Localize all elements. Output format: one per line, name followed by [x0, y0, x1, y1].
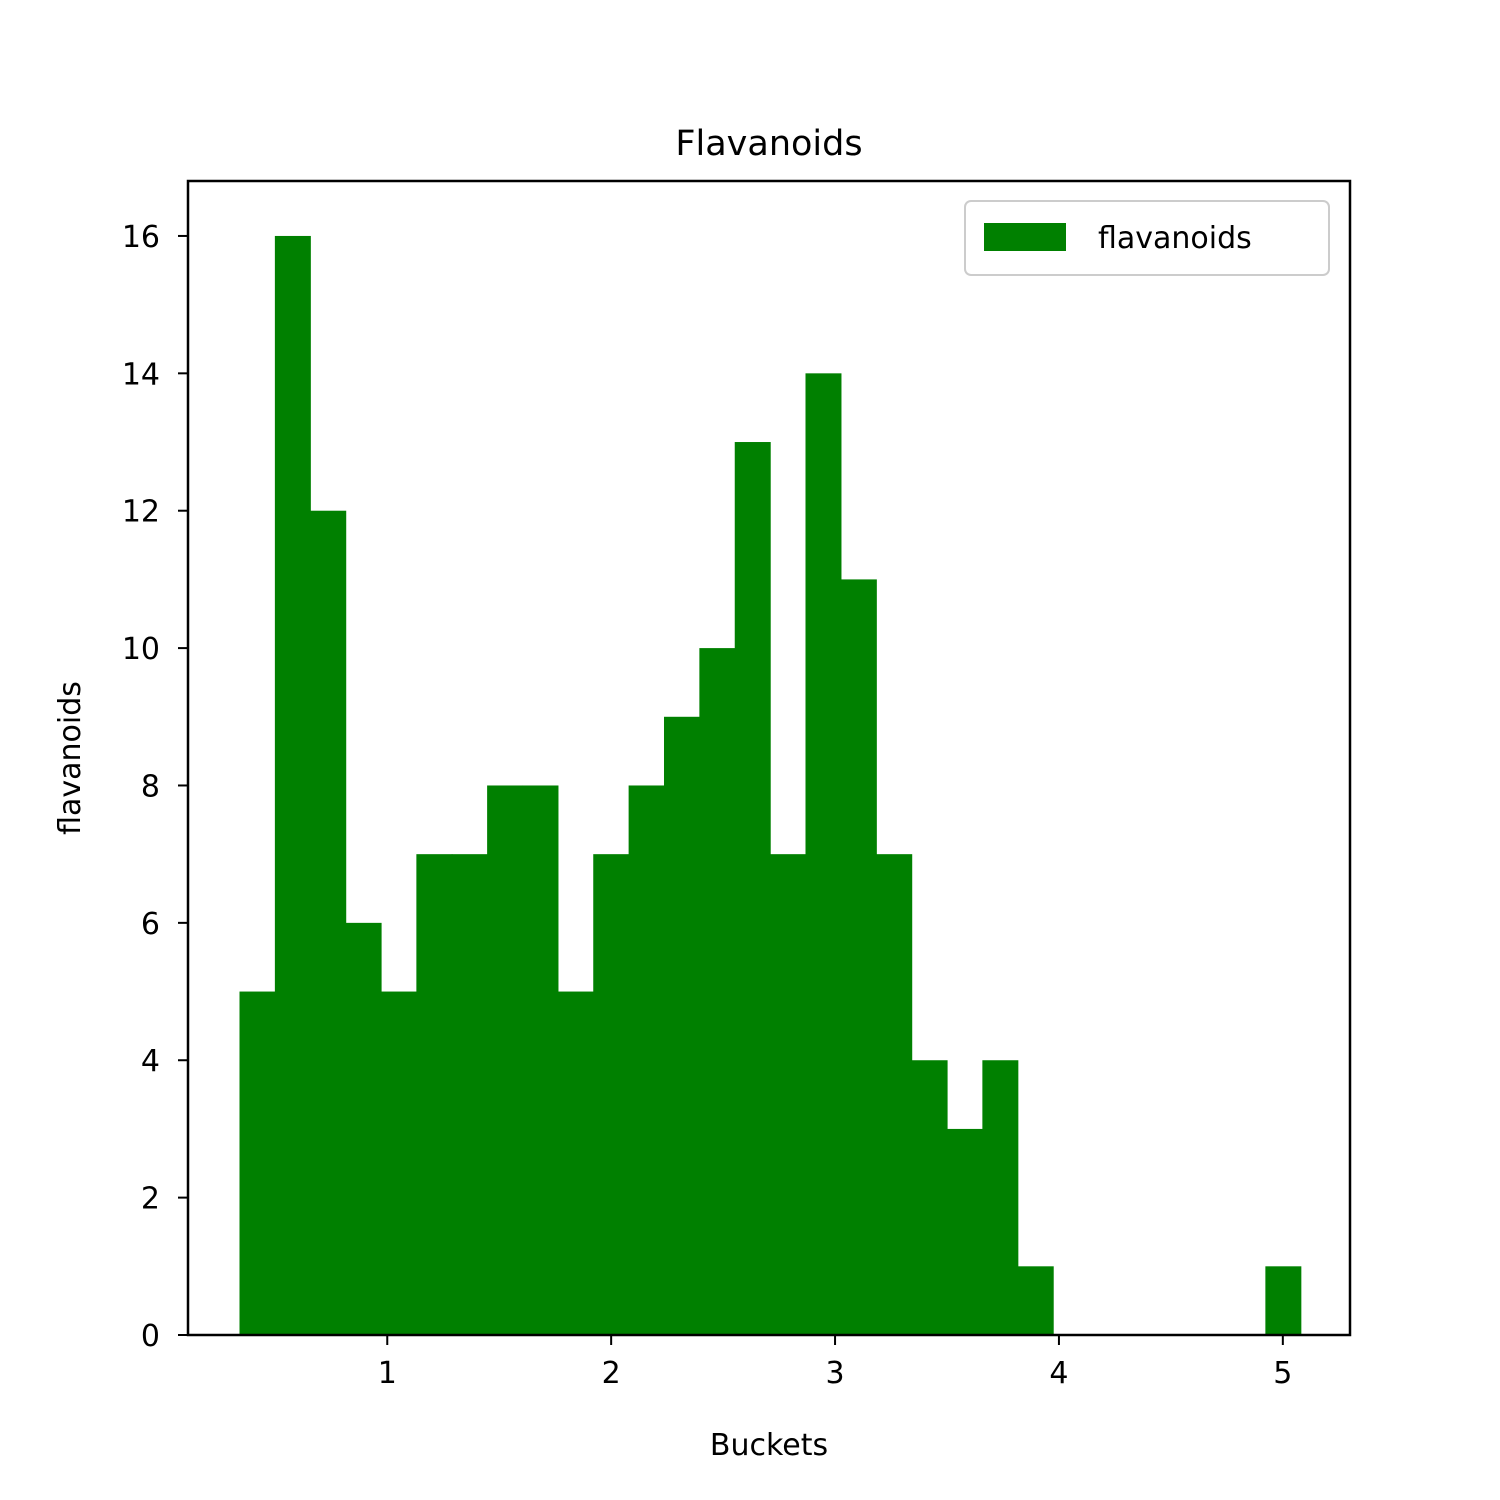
histogram-bar	[628, 785, 665, 1335]
y-tick-label: 0	[141, 1319, 160, 1354]
y-axis-label: flavanoids	[53, 681, 88, 835]
y-tick-label: 6	[141, 907, 160, 942]
histogram-bar	[911, 1060, 948, 1335]
x-tick-label: 5	[1273, 1356, 1292, 1391]
histogram-bar	[239, 991, 276, 1335]
legend-swatch	[984, 223, 1066, 251]
legend: flavanoids	[964, 200, 1330, 276]
plot-frame	[186, 179, 1352, 1337]
x-axis-label: Buckets	[710, 1428, 828, 1463]
histogram-bar	[699, 648, 736, 1335]
histogram-bar	[380, 991, 417, 1335]
bars-group	[239, 235, 1302, 1335]
x-tick-label: 1	[378, 1356, 397, 1391]
histogram-bar	[876, 854, 913, 1335]
y-tick-label: 16	[122, 220, 160, 255]
histogram-bar	[1017, 1266, 1054, 1335]
y-tick-label: 12	[122, 495, 160, 530]
histogram-bar	[770, 854, 807, 1335]
y-tick-label: 4	[141, 1044, 160, 1079]
legend-box	[964, 200, 1330, 276]
histogram-bar	[451, 854, 488, 1335]
histogram-bar	[487, 785, 524, 1335]
histogram-bar	[557, 991, 594, 1335]
chart-title: Flavanoids	[675, 124, 862, 164]
y-axis-ticks: 0 2 4 6 8 10 12 14 16	[122, 220, 188, 1354]
histogram-bar	[522, 785, 559, 1335]
histogram-bar	[805, 373, 842, 1335]
histogram-bar	[310, 510, 347, 1335]
x-tick-label: 4	[1049, 1356, 1068, 1391]
histogram-bar	[734, 442, 771, 1335]
y-tick-label: 10	[122, 632, 160, 667]
histogram-bar	[416, 854, 453, 1335]
histogram-bar	[663, 716, 700, 1335]
y-tick-label: 8	[141, 769, 160, 804]
histogram-bar	[345, 922, 382, 1335]
x-axis-ticks: 1 2 3 4 5	[378, 1335, 1292, 1391]
histogram-bar	[274, 235, 311, 1335]
y-tick-label: 14	[122, 357, 160, 392]
histogram-bar	[840, 579, 877, 1335]
histogram-bar	[593, 854, 630, 1335]
y-tick-label: 2	[141, 1182, 160, 1217]
legend-label: flavanoids	[1098, 221, 1252, 256]
x-tick-label: 2	[602, 1356, 621, 1391]
histogram-bar	[1265, 1266, 1302, 1335]
histogram-bar	[982, 1060, 1019, 1335]
x-tick-label: 3	[826, 1356, 845, 1391]
histogram-bar	[946, 1128, 983, 1335]
